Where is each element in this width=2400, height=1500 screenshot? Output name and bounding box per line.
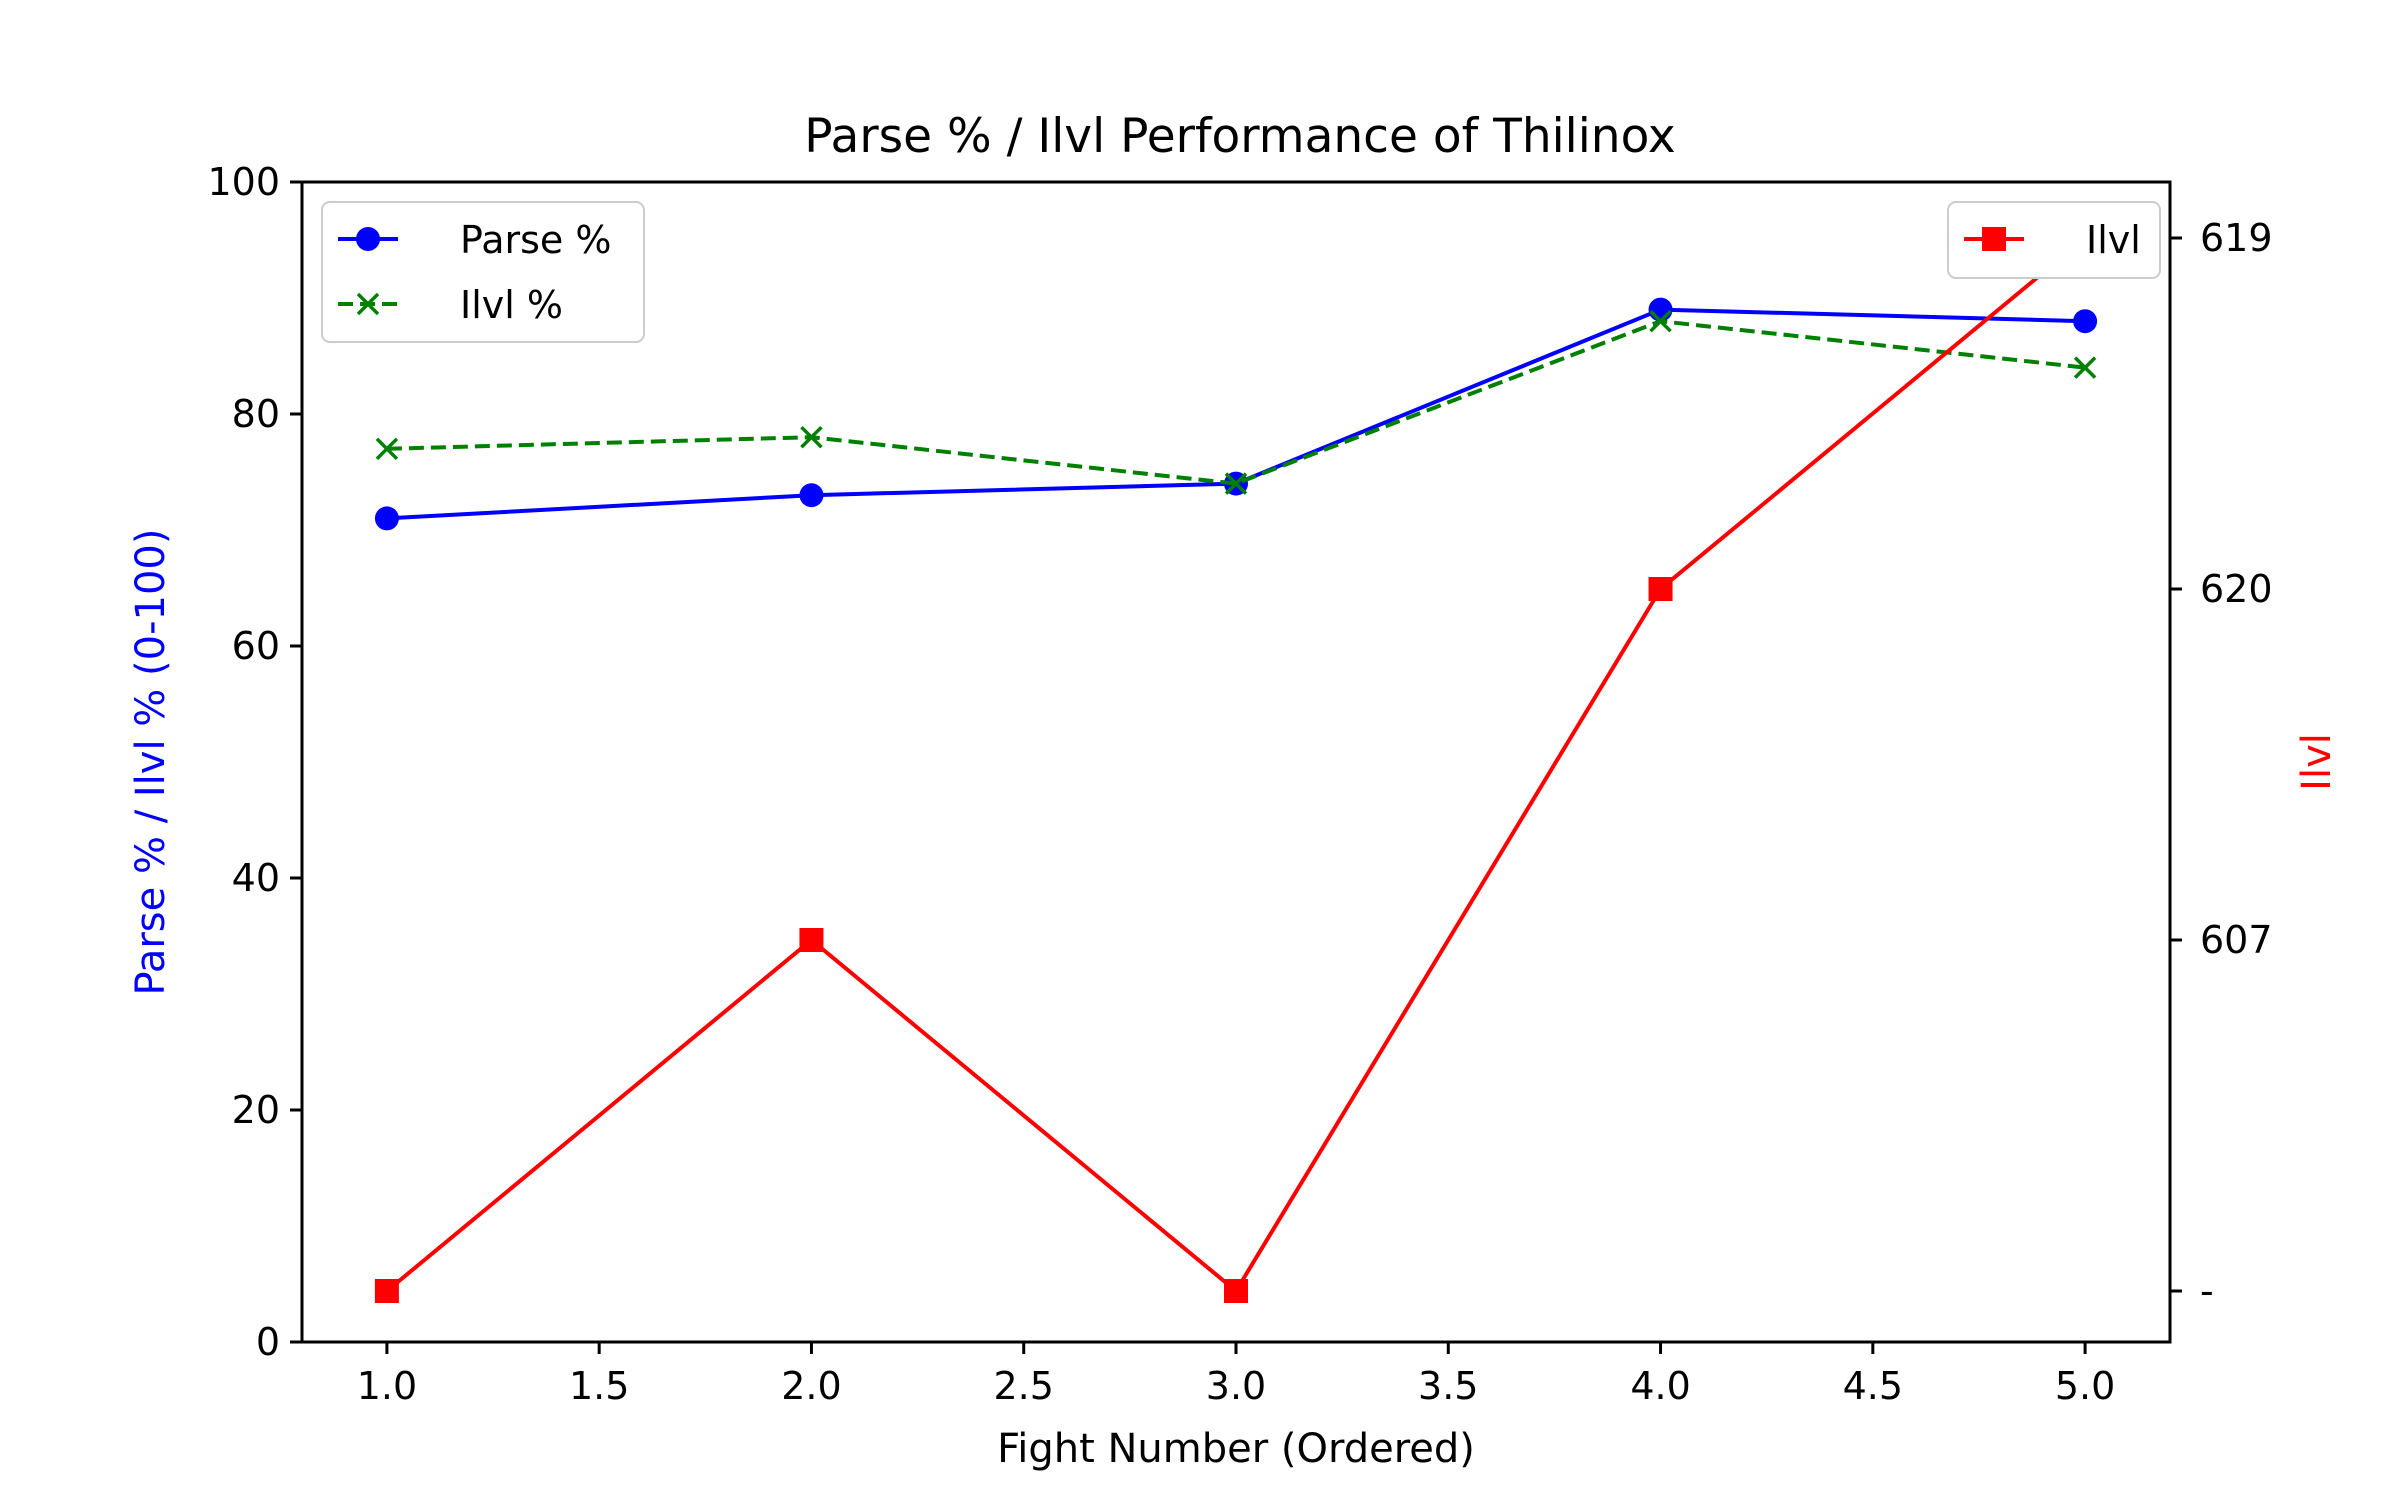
x-tick-label: 4.5: [1843, 1364, 1903, 1408]
legend-marker: [1982, 227, 2006, 251]
data-point-ilvl: [375, 437, 399, 461]
data-point-ilvl: [1649, 309, 1672, 333]
plot-area: 1.0 1.5 2.0 2.5 3.0 3.5 4.0 4.5 5.0 0 20 40 60 80 100 -…: [207, 160, 2272, 1408]
x-tick-label: 4.0: [1630, 1364, 1690, 1408]
x-tick-label: 5.0: [2055, 1364, 2115, 1408]
y-tick-label-left: 60: [232, 624, 280, 668]
data-point-parse: [2073, 309, 2098, 334]
x-axis-label: Fight Number (Ordered): [997, 1426, 1475, 1472]
y-tick-label-left: 80: [232, 392, 280, 436]
data-point-ilvl: [1224, 1279, 1248, 1303]
legend-marker: [356, 227, 380, 251]
y-tick-label-left: 0: [256, 1320, 280, 1364]
data-point-ilvl: [799, 928, 824, 952]
y-tick-label-right: -: [2200, 1269, 2214, 1313]
y-tick-label-right: 619: [2200, 216, 2273, 260]
series-line-ilvl: [385, 236, 2087, 1295]
y-tick-label-left: 20: [232, 1088, 280, 1132]
data-point-parse: [1648, 297, 1673, 322]
x-tick-label: 3.0: [1206, 1364, 1266, 1408]
legend-label: Ilvl %: [460, 283, 563, 327]
plot-frame: [300, 180, 2172, 1344]
data-point-ilvl: [1648, 577, 1673, 601]
y-axis-label-right: Ilvl: [2294, 733, 2340, 791]
y-tick-label-left: 100: [207, 160, 280, 204]
y-tick-label-left: 40: [232, 856, 280, 900]
data-point-ilvl: [1224, 472, 1248, 495]
chart-title: Parse % / Ilvl Performance of Thilinox: [804, 109, 1675, 164]
legend-right: [1947, 201, 2161, 279]
x-tick-label: 3.5: [1418, 1364, 1478, 1408]
legend-left: [321, 201, 645, 343]
data-point-parse: [374, 506, 399, 531]
data-point-ilvl: [374, 1279, 399, 1303]
y-tick-label-right: 620: [2200, 567, 2273, 611]
x-tick-label: 2.5: [994, 1364, 1054, 1408]
data-point-parse: [799, 483, 824, 508]
x-tick-label: 1.5: [569, 1364, 629, 1408]
legend-label: Ilvl: [2086, 218, 2141, 262]
legend-marker: [356, 292, 380, 316]
legend-label: Parse %: [460, 218, 611, 262]
x-tick-label: 1.0: [357, 1364, 417, 1408]
y-axis-label-left: Parse % / Ilvl % (0-100): [128, 529, 174, 996]
y-tick-label-right: 607: [2200, 918, 2273, 962]
data-point-ilvl: [800, 425, 823, 449]
series-line-ilvl: [386, 319, 2086, 486]
data-point-ilvl: [2073, 356, 2097, 379]
x-tick-label: 2.0: [781, 1364, 841, 1408]
